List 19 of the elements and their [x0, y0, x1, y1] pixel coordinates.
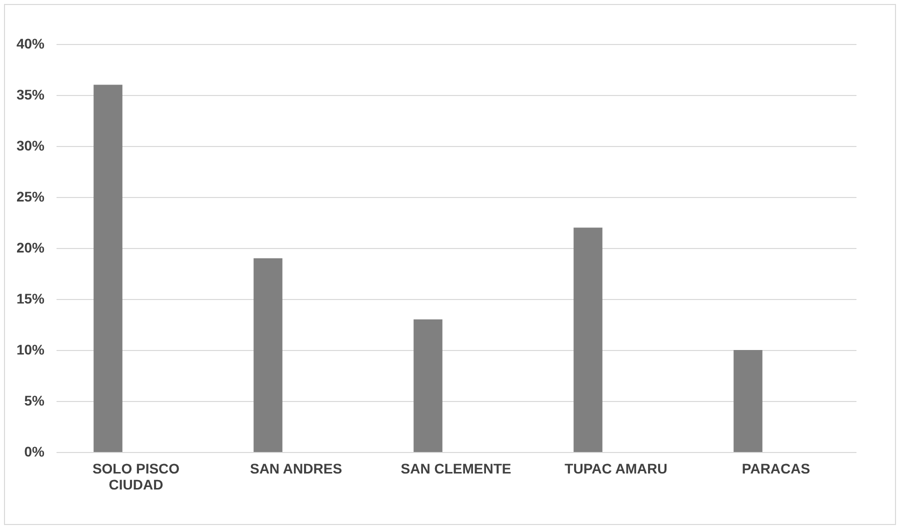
x-tick-label: TUPAC AMARU [564, 460, 668, 476]
bar [414, 319, 442, 452]
y-tick-label: 40% [16, 36, 46, 52]
y-tick-label: 25% [16, 188, 46, 204]
bar [734, 350, 762, 452]
y-tick-label: 10% [16, 342, 46, 358]
y-tick-label: 30% [16, 138, 46, 154]
bar [574, 228, 602, 452]
y-tick-label: 0% [24, 444, 46, 460]
bar [94, 84, 122, 452]
x-tick-label: SOLO PISCO CIUDAD [92, 460, 180, 492]
y-tick-label: 15% [16, 290, 46, 306]
bar [254, 258, 282, 452]
y-tick-label: 20% [16, 240, 46, 256]
y-tick-label: 5% [24, 392, 46, 408]
y-tick-label: 35% [16, 86, 46, 102]
x-tick-label: PARACAS [742, 460, 810, 476]
x-tick-label: SAN ANDRES [250, 460, 342, 476]
x-tick-label: SAN CLEMENTE [400, 460, 512, 476]
